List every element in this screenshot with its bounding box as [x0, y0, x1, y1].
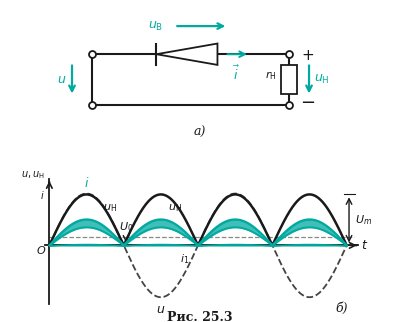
Text: $r_{\rm H}$: $r_{\rm H}$	[265, 69, 277, 82]
Text: $O$: $O$	[36, 244, 46, 256]
Text: $u_{\rm B}$: $u_{\rm B}$	[148, 20, 164, 33]
Text: $U_m$: $U_m$	[355, 213, 372, 227]
Text: $i$: $i$	[40, 189, 45, 201]
Text: $u, u_{\rm H}$: $u, u_{\rm H}$	[22, 170, 45, 182]
Text: Рис. 25.3: Рис. 25.3	[167, 311, 232, 322]
Text: −: −	[300, 94, 316, 111]
Text: $u$: $u$	[156, 303, 166, 316]
Text: $U_0$: $U_0$	[119, 220, 133, 234]
Text: $u_{\rm H}$: $u_{\rm H}$	[314, 73, 330, 86]
Text: $i$: $i$	[84, 176, 89, 190]
Polygon shape	[156, 43, 217, 65]
Text: б): б)	[336, 302, 348, 316]
Text: $i_1$: $i_1$	[180, 252, 189, 266]
Text: $t$: $t$	[361, 239, 369, 252]
Text: $u_{\rm H}$: $u_{\rm H}$	[168, 203, 182, 214]
Text: $\vec{i}$: $\vec{i}$	[233, 65, 241, 83]
Text: $u$: $u$	[57, 73, 66, 86]
Text: а): а)	[193, 126, 206, 139]
Text: +: +	[302, 48, 314, 63]
Text: $u_{\rm H}$: $u_{\rm H}$	[103, 203, 117, 214]
Bar	[281, 65, 297, 94]
